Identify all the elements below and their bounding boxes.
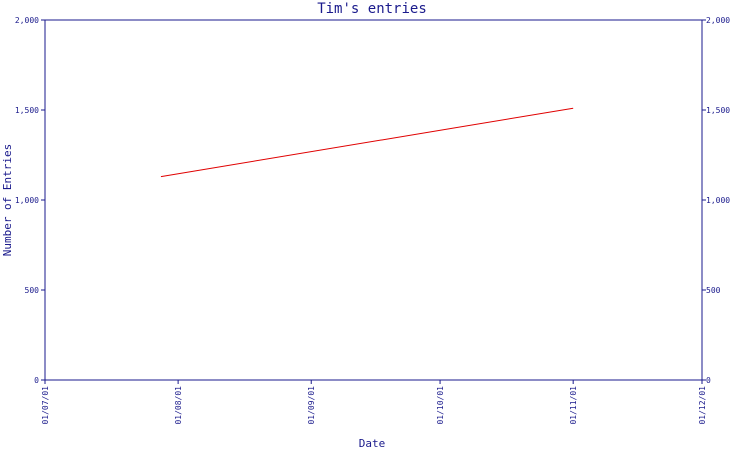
y-tick-label-right: 2,000	[706, 16, 730, 25]
x-tick-label: 01/08/01	[174, 386, 183, 425]
y-tick-label-left: 0	[34, 376, 39, 385]
x-tick-label: 01/11/01	[569, 386, 578, 425]
x-tick-label: 01/10/01	[436, 386, 445, 425]
y-axis-label: Number of Entries	[1, 144, 14, 257]
y-tick-label-right: 500	[706, 286, 721, 295]
series-line	[160, 107, 574, 178]
x-axis-label: Date	[359, 437, 386, 450]
x-tick-label: 01/07/01	[41, 386, 50, 425]
y-axis-left: 0 500 1,000 1,500 2,000	[15, 16, 45, 385]
x-tick-label: 01/09/01	[307, 386, 316, 425]
y-tick-label-right: 1,500	[706, 106, 730, 115]
y-tick-label-left: 1,000	[15, 196, 39, 205]
y-tick-label-left: 1,500	[15, 106, 39, 115]
x-tick-label: 01/12/01	[698, 386, 707, 425]
y-tick-label-right: 1,000	[706, 196, 730, 205]
y-tick-label-left: 500	[25, 286, 40, 295]
chart-title: Tim's entries	[317, 1, 427, 17]
x-axis: 01/07/01 01/08/01 01/09/01 01/10/01 01/11/01…	[41, 380, 707, 425]
series-layer	[160, 107, 574, 178]
y-axis-right: 0 500 1,000 1,500 2,000	[702, 16, 730, 385]
plot-frame	[44, 19, 703, 381]
y-tick-label-left: 2,000	[15, 16, 39, 25]
y-tick-label-right: 0	[706, 376, 711, 385]
